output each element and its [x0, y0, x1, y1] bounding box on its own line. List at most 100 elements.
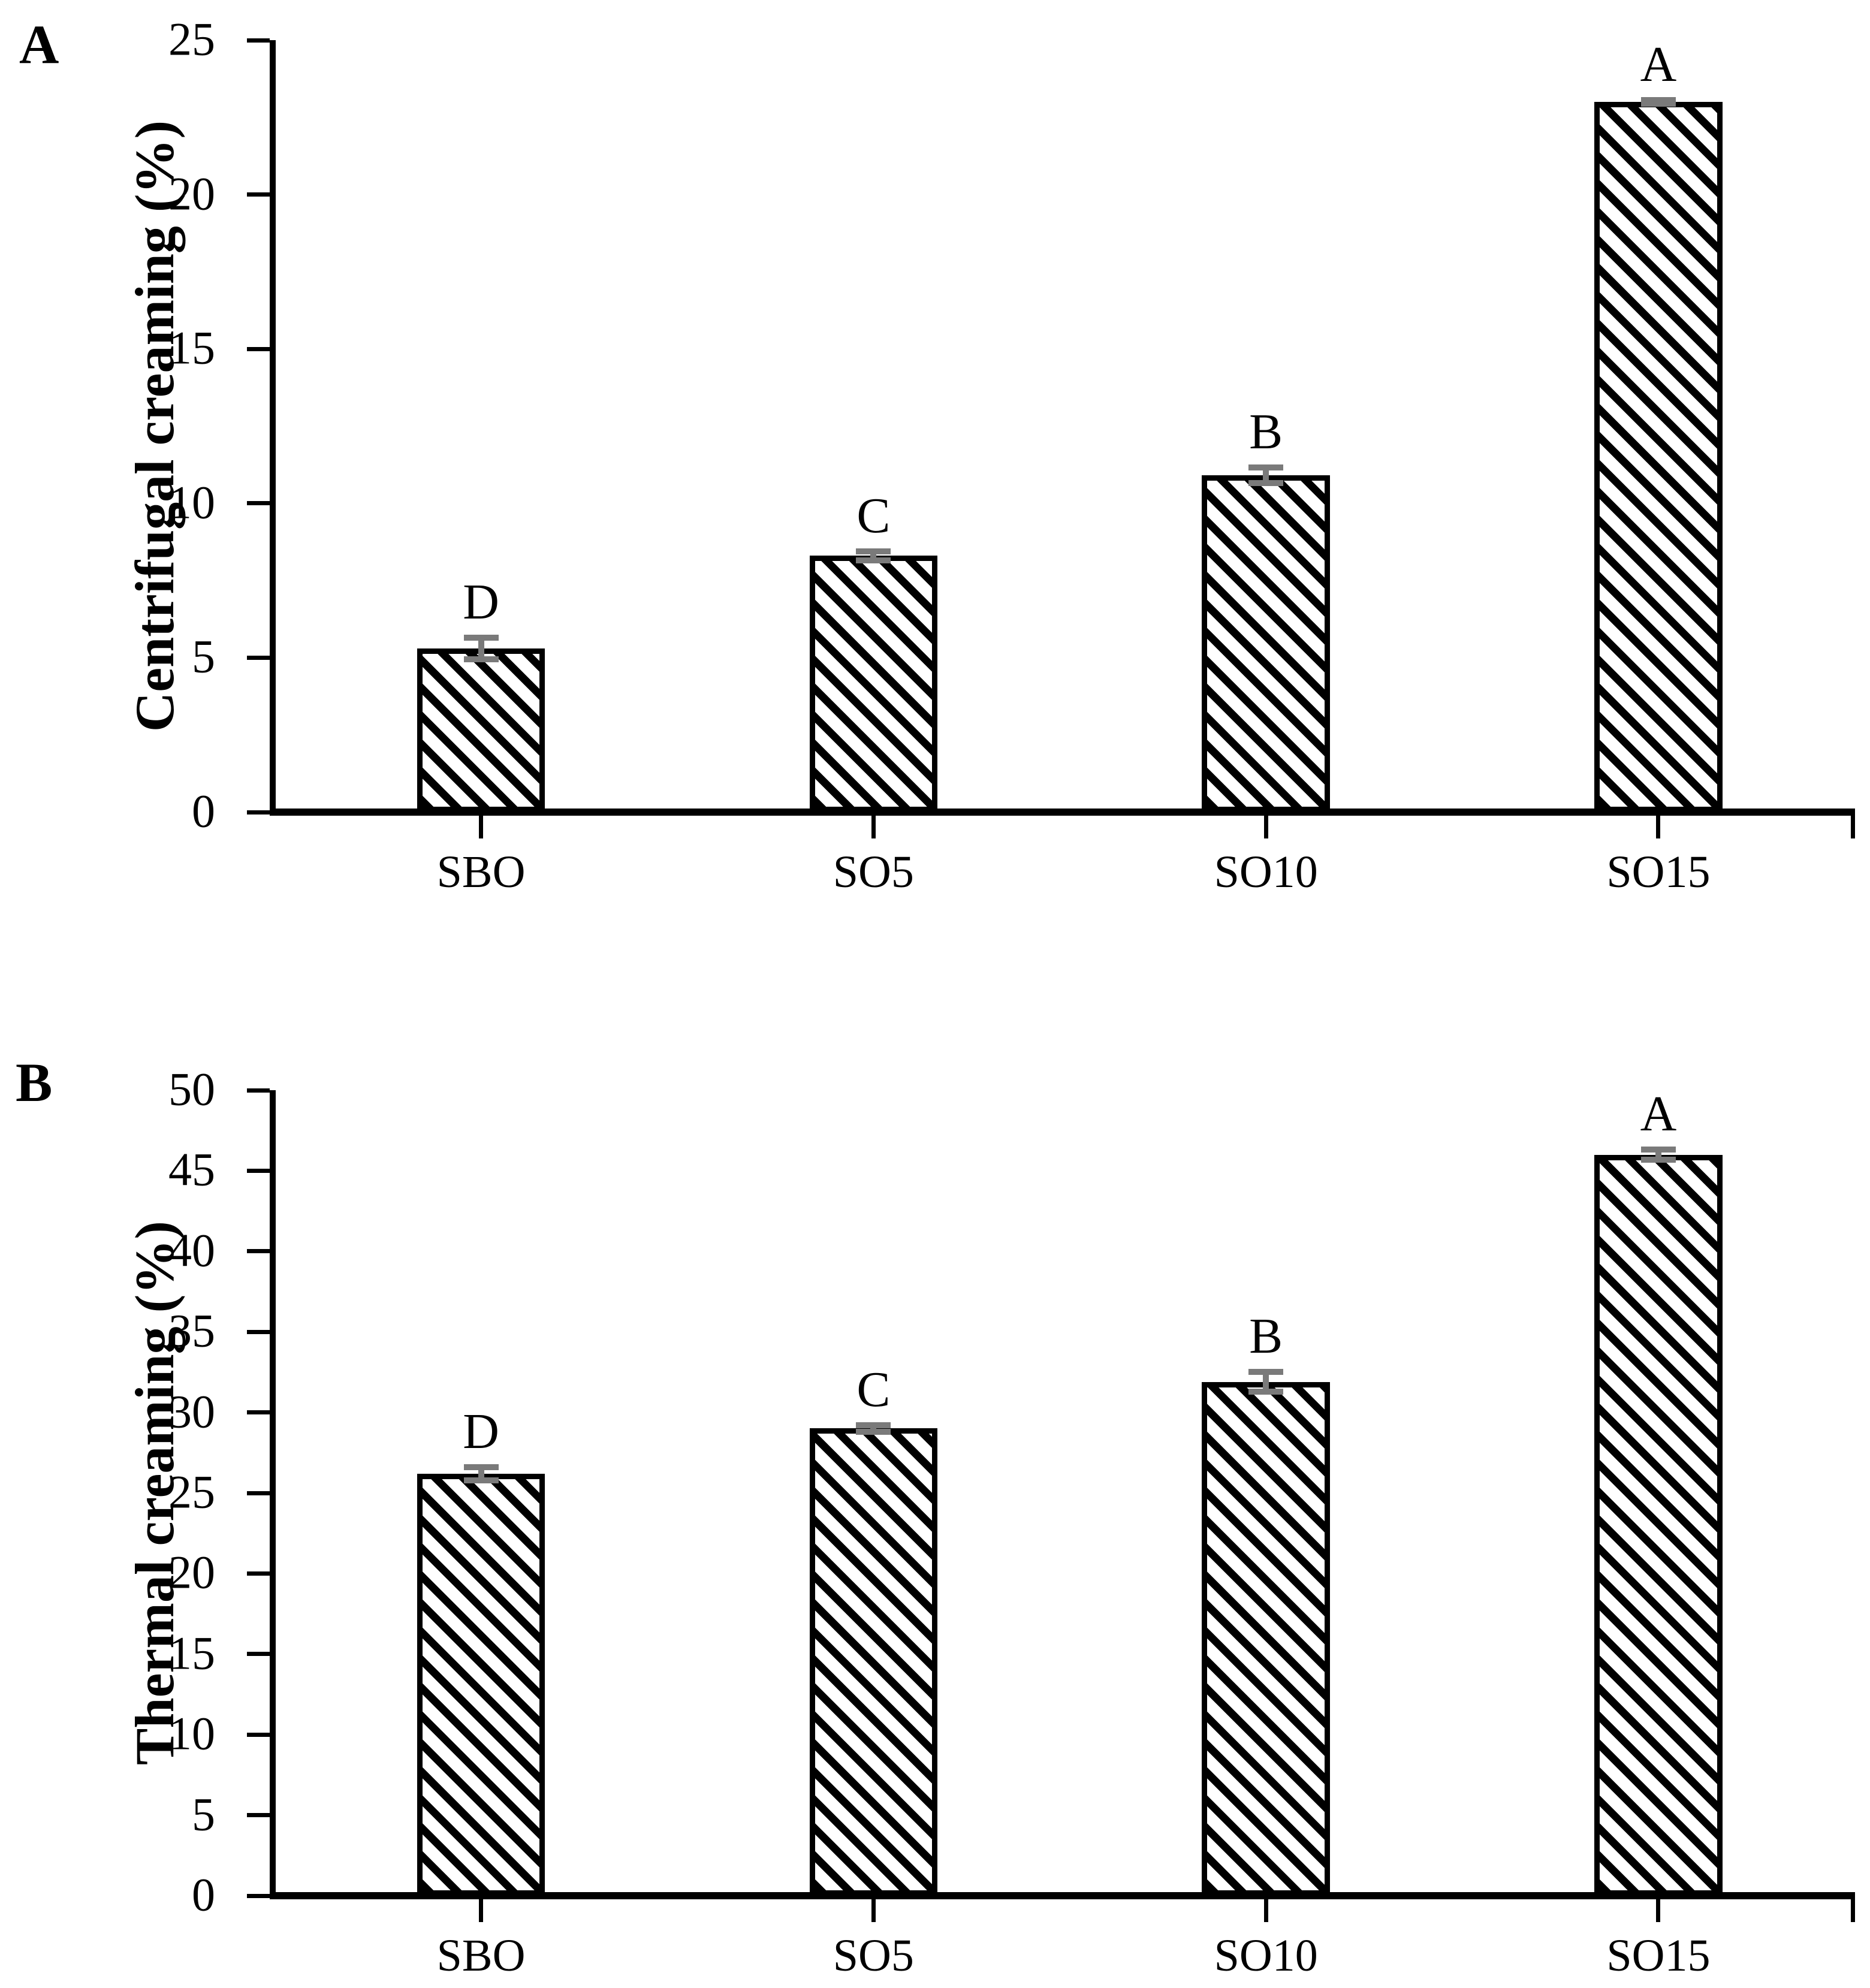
- error-bar-top-cap: [1248, 1369, 1284, 1375]
- y-tick-label: 30: [168, 1385, 215, 1438]
- error-bar-top-cap: [463, 634, 499, 641]
- significance-letter: C: [856, 487, 891, 544]
- error-bar-top-cap: [463, 1464, 499, 1470]
- bar: [809, 1428, 938, 1896]
- error-bar-stem: [870, 548, 877, 564]
- error-bar: [856, 548, 891, 564]
- y-tick-label: 25: [168, 1465, 215, 1518]
- error-bar-top-cap: [1640, 1147, 1676, 1153]
- y-tick-mark: [247, 501, 270, 506]
- y-tick-label: 0: [192, 785, 215, 837]
- error-bar-bottom-cap: [1248, 1389, 1284, 1395]
- y-tick-label: 50: [168, 1063, 215, 1115]
- y-tick-mark: [247, 1571, 270, 1576]
- y-tick-mark: [247, 1491, 270, 1495]
- x-tick-mark: [871, 816, 876, 838]
- y-tick-mark: [247, 346, 270, 351]
- error-bar-stem: [1263, 464, 1269, 487]
- x-tick-mark: [479, 1899, 484, 1922]
- error-bar-bottom-cap: [463, 656, 499, 663]
- bar: [809, 556, 938, 812]
- bar: [1594, 102, 1723, 812]
- bar: [1202, 475, 1330, 812]
- significance-letter: A: [1640, 1086, 1677, 1142]
- x-axis-line: [270, 809, 1855, 816]
- y-tick-mark: [247, 1893, 270, 1898]
- y-tick-label: 10: [168, 476, 215, 529]
- y-tick-label: 20: [168, 1546, 215, 1598]
- error-bar-bottom-cap: [1248, 480, 1284, 487]
- y-tick-mark: [247, 1329, 270, 1334]
- error-bar-top-cap: [1248, 464, 1284, 471]
- plot-area: 0 5 10 15 20 25 30 35 40 45 50 SBO D SO5 C SO10 B SO15 A: [168, 1066, 1855, 1978]
- y-tick-label: 35: [168, 1304, 215, 1357]
- x-category-label: SBO: [436, 847, 526, 897]
- panel-a-letter: A: [19, 14, 59, 75]
- y-tick-label: 20: [168, 167, 215, 220]
- error-bar-bottom-cap: [1640, 100, 1676, 107]
- x-category-label: SO15: [1606, 1930, 1711, 1981]
- error-bar-top-cap: [1640, 97, 1676, 104]
- y-tick-mark: [247, 1732, 270, 1737]
- x-tick-mark: [1263, 1899, 1268, 1922]
- y-tick-mark: [247, 1168, 270, 1173]
- x-category-label: SO5: [833, 847, 914, 897]
- error-bar-bottom-cap: [1640, 1156, 1676, 1163]
- y-tick-mark: [247, 1249, 270, 1254]
- y-tick-mark: [247, 192, 270, 197]
- error-bar-stem: [1263, 1369, 1269, 1395]
- y-tick-label: 15: [168, 321, 215, 374]
- y-axis-line: [270, 1090, 276, 1899]
- error-bar-stem: [1655, 1147, 1661, 1163]
- significance-letter: B: [1249, 1308, 1283, 1365]
- error-bar-stem: [870, 1422, 877, 1435]
- x-axis-end-tick: [1851, 1899, 1855, 1922]
- error-bar: [1640, 1147, 1676, 1163]
- y-tick-label: 45: [168, 1143, 215, 1196]
- y-tick-label: 40: [168, 1224, 215, 1277]
- bar: [417, 648, 545, 812]
- panel-b-letter: B: [16, 1052, 53, 1113]
- y-tick-label: 5: [192, 630, 215, 683]
- panel-a: A Centrifugal creaming (%) 0 5 10 15 20 25 SBO…: [19, 14, 1855, 895]
- y-tick-mark: [247, 1813, 270, 1818]
- error-bar-top-cap: [856, 548, 891, 554]
- plot-area: 0 5 10 15 20 25 SBO D SO5 C SO10 B SO15 A: [168, 16, 1855, 895]
- y-tick-label: 15: [168, 1627, 215, 1679]
- bar: [1594, 1154, 1723, 1896]
- y-tick-mark: [247, 810, 270, 814]
- x-tick-mark: [1656, 816, 1661, 838]
- y-axis-line: [270, 40, 276, 816]
- error-bar: [463, 1464, 499, 1483]
- bar: [1202, 1381, 1330, 1896]
- y-tick-label: 5: [192, 1788, 215, 1841]
- significance-letter: D: [463, 574, 499, 630]
- y-tick-mark: [247, 655, 270, 660]
- error-bar: [856, 1422, 891, 1435]
- error-bar-bottom-cap: [856, 1429, 891, 1435]
- bar: [417, 1473, 545, 1896]
- y-tick-mark: [247, 1410, 270, 1415]
- error-bar: [1248, 1369, 1284, 1395]
- error-bar-bottom-cap: [856, 557, 891, 564]
- x-tick-mark: [1263, 816, 1268, 838]
- x-category-label: SO15: [1606, 847, 1711, 897]
- y-tick-label: 0: [192, 1868, 215, 1921]
- significance-letter: A: [1640, 37, 1677, 93]
- error-bar-stem: [478, 1464, 484, 1483]
- significance-letter: D: [463, 1403, 499, 1459]
- error-bar-stem: [478, 634, 484, 663]
- error-bar-bottom-cap: [463, 1477, 499, 1483]
- significance-letter: B: [1249, 404, 1283, 460]
- error-bar: [1248, 464, 1284, 487]
- x-tick-mark: [1656, 1899, 1661, 1922]
- x-category-label: SO10: [1214, 847, 1318, 897]
- error-bar: [463, 634, 499, 663]
- y-tick-label: 10: [168, 1707, 215, 1760]
- x-category-label: SO5: [833, 1930, 914, 1981]
- y-tick-mark: [247, 1088, 270, 1093]
- error-bar: [1640, 97, 1676, 107]
- x-axis-end-tick: [1851, 816, 1855, 838]
- error-bar-top-cap: [856, 1422, 891, 1428]
